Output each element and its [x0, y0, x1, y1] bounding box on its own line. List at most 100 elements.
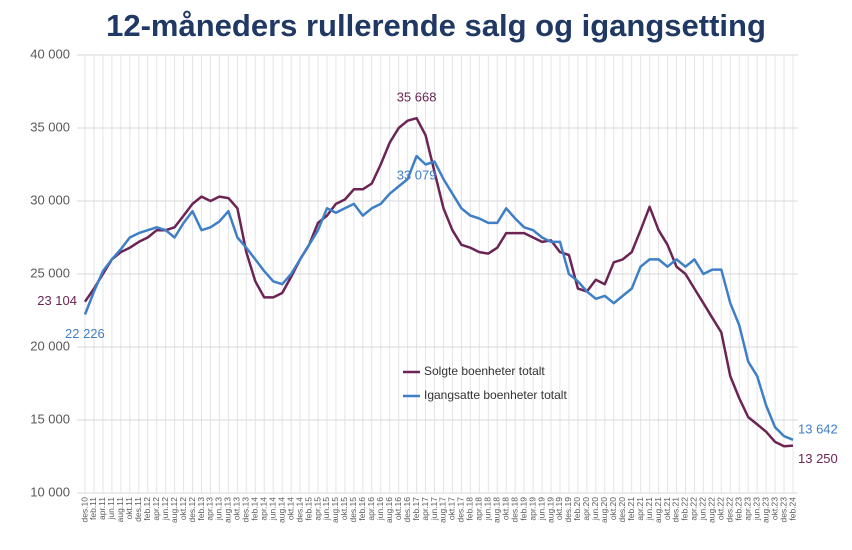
series-line: [83, 116, 794, 448]
x-tick-label: apr.21: [635, 497, 645, 521]
x-tick-label: feb.21: [626, 497, 636, 521]
y-tick-label: 30 000: [30, 192, 70, 207]
x-tick-label: des.12: [187, 497, 197, 523]
x-tick-label: apr.14: [258, 497, 268, 521]
x-tick-label: apr.18: [474, 497, 484, 521]
x-tick-label: apr.17: [420, 497, 430, 521]
x-tick-label: feb.20: [572, 497, 582, 521]
x-tick-label: okt.18: [500, 497, 510, 520]
x-tick-label: apr.11: [97, 497, 107, 520]
x-tick-label: des.13: [241, 497, 251, 523]
x-tick-label: des.17: [456, 497, 466, 523]
x-tick-label: okt.17: [447, 497, 457, 520]
x-tick-label: okt.23: [769, 497, 779, 520]
x-tick-label: aug.13: [223, 497, 233, 523]
x-tick-label: feb.14: [250, 497, 260, 521]
x-tick-label: des.20: [617, 497, 627, 523]
x-tick-label: okt.11: [124, 497, 134, 520]
x-tick-label: jun.11: [106, 497, 116, 521]
x-tick-label: aug.12: [169, 497, 179, 523]
x-tick-label: des.11: [133, 497, 143, 522]
x-tick-label: jun.12: [160, 497, 170, 521]
x-tick-label: aug.15: [330, 497, 340, 523]
x-tick-label: apr.15: [312, 497, 322, 521]
x-tick-label: jun.14: [267, 497, 277, 521]
y-tick-label: 40 000: [30, 46, 70, 61]
x-tick-label: des.19: [563, 497, 573, 523]
x-tick-label: apr.20: [581, 497, 591, 521]
x-tick-label: des.10: [79, 497, 89, 523]
x-tick-label: okt.19: [554, 497, 564, 520]
y-tick-label: 35 000: [30, 119, 70, 134]
x-tick-label: des.23: [778, 497, 788, 523]
series-line: [83, 154, 794, 441]
x-tick-label: feb.15: [303, 497, 313, 521]
x-tick-label: apr.23: [742, 497, 752, 521]
x-tick-label: jun.16: [375, 497, 385, 521]
x-tick-label: jun.18: [483, 497, 493, 521]
x-tick-label: aug.21: [653, 497, 663, 523]
x-tick-label: okt.15: [339, 497, 349, 520]
data-label: 33 079: [397, 167, 437, 182]
x-tick-label: feb.23: [733, 497, 743, 521]
legend-label: Igangsatte boenheter totalt: [424, 388, 567, 402]
x-tick-label: aug.22: [707, 497, 717, 523]
x-tick-label: okt.20: [608, 497, 618, 520]
x-tick-label: aug.14: [276, 497, 286, 523]
x-tick-label: feb.24: [787, 497, 797, 521]
x-tick-label: aug.23: [760, 497, 770, 523]
y-tick-label: 15 000: [30, 411, 70, 426]
x-tick-label: jun.19: [536, 497, 546, 521]
x-tick-label: aug.16: [384, 497, 394, 523]
x-tick-label: feb.19: [518, 497, 528, 521]
data-label: 35 668: [397, 90, 437, 105]
x-tick-label: jun.21: [644, 497, 654, 521]
x-tick-label: des.22: [725, 497, 735, 523]
x-tick-label: okt.12: [178, 497, 188, 520]
y-tick-label: 25 000: [30, 265, 70, 280]
x-tick-label: feb.13: [196, 497, 206, 521]
x-tick-label: apr.22: [689, 497, 699, 521]
data-label: 13 250: [798, 451, 838, 466]
x-tick-label: aug.11: [115, 497, 125, 523]
chart-title: 12-måneders rullerende salg og igangsett…: [106, 8, 766, 43]
y-tick-label: 10 000: [30, 484, 70, 499]
x-tick-label: okt.21: [662, 497, 672, 520]
x-tick-label: okt.13: [232, 497, 242, 520]
x-tick-label: aug.18: [492, 497, 502, 523]
x-tick-label: feb.16: [357, 497, 367, 521]
x-tick-label: okt.16: [393, 497, 403, 520]
x-tick-label: des.21: [671, 497, 681, 523]
x-tick-label: des.15: [348, 497, 358, 523]
x-tick-label: des.18: [509, 497, 519, 523]
x-tick-label: feb.12: [142, 497, 152, 521]
x-tick-label: apr.13: [205, 497, 215, 521]
legend-label: Solgte boenheter totalt: [424, 364, 545, 378]
x-tick-label: apr.12: [151, 497, 161, 521]
x-tick-label: okt.14: [285, 497, 295, 520]
x-tick-label: feb.22: [680, 497, 690, 521]
y-tick-label: 20 000: [30, 338, 70, 353]
data-label: 13 642: [798, 421, 838, 436]
data-label: 22 226: [65, 326, 105, 341]
x-tick-label: feb.17: [411, 497, 421, 521]
data-label: 23 104: [37, 293, 77, 308]
x-tick-label: feb.11: [88, 497, 98, 520]
x-tick-label: aug.19: [545, 497, 555, 523]
x-tick-label: apr.19: [527, 497, 537, 521]
x-tick-label: des.16: [402, 497, 412, 523]
x-tick-label: jun.20: [590, 497, 600, 521]
x-tick-label: apr.16: [366, 497, 376, 521]
x-tick-label: jun.13: [214, 497, 224, 521]
x-tick-label: jun.15: [321, 497, 331, 521]
x-tick-label: aug.17: [438, 497, 448, 523]
x-tick-label: jun.22: [698, 497, 708, 521]
x-tick-label: okt.22: [716, 497, 726, 520]
x-tick-label: aug.20: [599, 497, 609, 523]
x-tick-label: jun.17: [429, 497, 439, 521]
x-tick-label: feb.18: [465, 497, 475, 521]
x-tick-label: jun.23: [751, 497, 761, 521]
x-tick-label: des.14: [294, 497, 304, 523]
